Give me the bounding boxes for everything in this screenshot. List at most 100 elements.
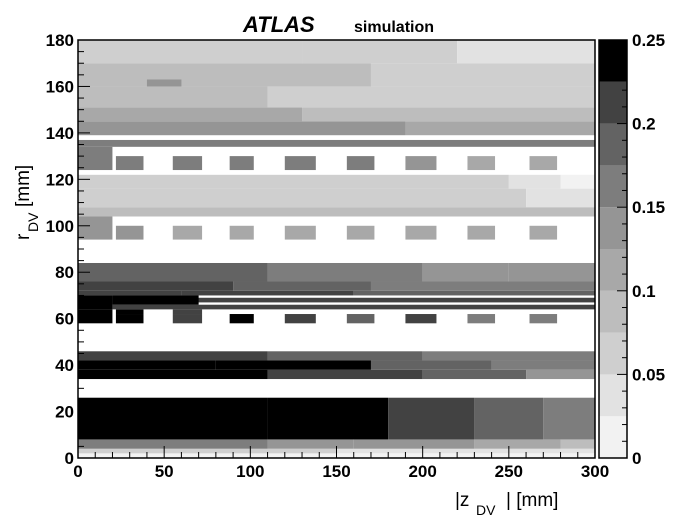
heatmap-cell <box>474 439 561 449</box>
heatmap-cell <box>112 295 199 305</box>
x-axis-label-sub: DV <box>476 502 496 517</box>
heatmap-cell <box>78 351 268 361</box>
y-tick-label: 80 <box>55 263 74 282</box>
colorbar-tick-label: 0.15 <box>632 198 665 217</box>
colorbar-level <box>599 207 627 249</box>
heatmap-cell <box>215 360 371 370</box>
x-tick-label: 50 <box>155 462 174 481</box>
chart-title: ATLAS <box>242 12 315 37</box>
heatmap-cell <box>405 156 437 171</box>
heatmap-cell <box>78 239 595 263</box>
y-tick-label: 160 <box>46 77 74 96</box>
heatmap-cell <box>560 439 595 449</box>
heatmap-cell <box>78 448 337 454</box>
colorbar-level <box>599 165 627 208</box>
colorbar-tick-label: 0.05 <box>632 365 665 384</box>
heatmap-cell <box>302 107 595 122</box>
heatmap-cell <box>457 40 595 64</box>
heatmap-cell <box>422 351 595 361</box>
y-tick-label: 180 <box>46 31 74 50</box>
heatmap-cell <box>78 290 182 296</box>
colorbar-level <box>599 416 627 458</box>
heatmap-cell <box>78 146 113 171</box>
x-tick-label: 250 <box>495 462 523 481</box>
x-axis-label-main: |z <box>455 490 469 511</box>
heatmap-cell <box>78 63 371 87</box>
heatmap-cell <box>543 397 595 440</box>
colorbar-level <box>599 249 627 291</box>
heatmap-cell <box>405 314 437 324</box>
y-tick-label: 120 <box>46 170 74 189</box>
colorbar-level <box>599 40 627 82</box>
y-axis: 0 20 40 60 80 100 120 140 160 180 <box>46 31 90 468</box>
heatmap-cell <box>353 439 475 449</box>
y-tick-label: 140 <box>46 124 74 143</box>
heatmap-cell <box>78 174 509 189</box>
heatmap-cell <box>112 304 595 310</box>
x-axis: 0 50 100 150 200 250 300 <box>73 446 609 481</box>
heatmap-cell <box>422 369 527 380</box>
heatmap-cell <box>560 174 595 189</box>
y-axis-label-main: r <box>13 233 34 240</box>
heatmap-cell <box>115 309 144 315</box>
heatmap-cell <box>467 314 496 324</box>
y-axis-label: r DV [mm] <box>13 165 41 240</box>
heatmap-cell <box>78 86 268 108</box>
heatmap-cell <box>78 360 216 370</box>
x-tick-label: 300 <box>581 462 609 481</box>
x-tick-label: 0 <box>73 462 82 481</box>
colorbar-tick-label: 0.1 <box>632 282 656 301</box>
heatmap-cell <box>115 225 144 240</box>
heatmap-cell <box>78 397 268 440</box>
heatmap-cell <box>267 262 423 282</box>
heatmap-cell <box>78 170 595 175</box>
heatmap-cell <box>78 121 406 136</box>
colorbar-level <box>599 332 627 375</box>
heatmap-cell <box>267 86 595 108</box>
heatmap-cell <box>78 135 595 140</box>
heatmap-cell <box>284 314 316 324</box>
heatmap-cell <box>467 156 496 171</box>
heatmap-cell <box>112 297 595 303</box>
heatmap-cell <box>115 314 144 324</box>
colorbar-tick-label: 0.2 <box>632 115 656 134</box>
heatmap-cell <box>284 225 316 240</box>
heatmap-cell <box>78 323 595 328</box>
heatmap-cell <box>346 314 375 324</box>
heatmap-cell <box>172 314 203 324</box>
y-tick-label: 60 <box>55 310 74 329</box>
colorbar-level <box>599 81 627 124</box>
heatmap-cell <box>491 360 595 370</box>
heatmap-cell <box>229 314 254 324</box>
heatmap-cell <box>146 79 182 87</box>
heatmap-cell <box>229 156 254 171</box>
heatmap-cell <box>233 281 371 291</box>
heatmap-cell <box>529 225 558 240</box>
y-tick-label: 20 <box>55 403 74 422</box>
heatmap-cell <box>78 207 595 217</box>
heatmap-cell <box>474 397 544 440</box>
colorbar-level <box>599 374 627 417</box>
colorbar-level <box>599 290 627 333</box>
heatmap-cell <box>78 239 595 243</box>
heatmap-cell <box>526 369 595 380</box>
heatmap-cell <box>78 107 303 122</box>
heatmap-cell <box>353 290 595 296</box>
heatmap-cell <box>78 309 113 324</box>
heatmap-cell <box>78 40 303 64</box>
x-tick-label: 100 <box>236 462 264 481</box>
heatmap-cell <box>78 379 595 398</box>
colorbar-axis: 0 0.05 0.1 0.15 0.2 0.25 <box>617 31 665 468</box>
heatmap-cell <box>78 188 527 208</box>
y-tick-label: 40 <box>55 356 74 375</box>
heatmap-cell <box>181 290 354 296</box>
heatmap-cell <box>78 216 113 240</box>
heatmap-cell <box>78 262 268 282</box>
heatmap-cell <box>284 156 316 171</box>
x-axis-label: |z DV | [mm] <box>455 490 558 517</box>
heatmap-cell <box>529 314 558 324</box>
heatmap-cell <box>405 121 595 136</box>
heatmap-cell <box>78 439 268 449</box>
heatmap-cell <box>346 225 375 240</box>
